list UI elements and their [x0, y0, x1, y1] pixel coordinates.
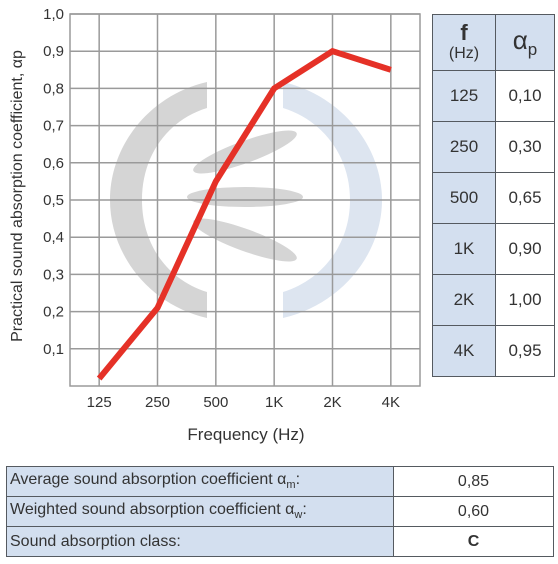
summary-value: C — [393, 526, 554, 557]
y-tick-label: 0,6 — [43, 155, 64, 172]
alpha-cell: 0,10 — [495, 70, 555, 122]
y-tick-label: 0,5 — [43, 192, 64, 209]
y-tick-label: 1,0 — [43, 6, 64, 23]
table-row: 250 0,30 — [432, 121, 555, 173]
table-row: 1K 0,90 — [432, 223, 555, 275]
frequency-cell: 2K — [432, 274, 496, 326]
header-frequency-symbol: f — [460, 19, 468, 45]
watermark-arc-left — [110, 82, 207, 318]
summary-label-subscript: m — [286, 479, 296, 492]
summary-row: Average sound absorption coefficient αm:… — [6, 466, 554, 497]
summary-value: 0,60 — [393, 496, 554, 527]
frequency-cell: 125 — [432, 70, 496, 122]
x-tick-labels: 125 250 500 1K 2K 4K — [87, 394, 400, 411]
summary-table: Average sound absorption coefficient αm:… — [6, 466, 554, 557]
plot-frame — [69, 13, 421, 387]
summary-label: Average sound absorption coefficient αm: — [6, 466, 394, 497]
y-tick-label: 0,2 — [43, 304, 64, 321]
header-alpha-symbol: α — [512, 24, 528, 55]
x-tick-label: 2K — [323, 394, 341, 411]
summary-label-subscript: w — [294, 509, 303, 522]
summary-label: Weighted sound absorption coefficient αw… — [6, 496, 394, 527]
y-tick-label: 0,4 — [43, 229, 64, 246]
y-tick-label: 0,7 — [43, 118, 64, 135]
header-frequency: f (Hz) — [432, 14, 496, 71]
alpha-cell: 1,00 — [495, 274, 555, 326]
alpha-cell: 0,65 — [495, 172, 555, 224]
frequency-cell: 500 — [432, 172, 496, 224]
alpha-cell: 0,95 — [495, 325, 555, 377]
y-tick-label: 0,1 — [43, 341, 64, 358]
x-tick-label: 500 — [203, 394, 228, 411]
table-row: 2K 1,00 — [432, 274, 555, 326]
absorption-line — [96, 47, 392, 381]
watermark-arc-right — [283, 82, 382, 318]
x-tick-label: 4K — [382, 394, 400, 411]
alpha-cell: 0,90 — [495, 223, 555, 275]
frequency-cell: 4K — [432, 325, 496, 377]
alpha-cell: 0,30 — [495, 121, 555, 173]
x-tick-label: 250 — [145, 394, 170, 411]
x-axis-label: Frequency (Hz) — [187, 425, 304, 444]
y-tick-labels: 0,1 0,2 0,3 0,4 0,5 0,6 0,7 0,8 0,9 1,0 — [43, 6, 64, 358]
header-frequency-unit: (Hz) — [448, 44, 480, 62]
table-row: 500 0,65 — [432, 172, 555, 224]
summary-label: Sound absorption class: — [6, 526, 394, 557]
x-tick-label: 1K — [265, 394, 283, 411]
frequency-cell: 250 — [432, 121, 496, 173]
summary-row: Weighted sound absorption coefficient αw… — [6, 496, 554, 527]
x-tick-label: 125 — [87, 394, 112, 411]
table-row: 125 0,10 — [432, 70, 555, 122]
table-row: 4K 0,95 — [432, 325, 555, 377]
header-alpha-subscript: p — [527, 40, 538, 60]
summary-value: 0,85 — [393, 466, 554, 497]
y-axis-label: Practical sound absorption coefficient, … — [9, 50, 26, 342]
table-header-row: f (Hz) αp — [432, 14, 555, 71]
frequency-cell: 1K — [432, 223, 496, 275]
summary-row: Sound absorption class: C — [6, 526, 554, 557]
y-tick-label: 0,9 — [43, 43, 64, 60]
watermark-leaf-bottom — [193, 218, 297, 262]
absorption-chart: 0,1 0,2 0,3 0,4 0,5 0,6 0,7 0,8 0,9 1,0 125 250 500… — [9, 6, 421, 444]
y-tick-label: 0,3 — [43, 266, 64, 283]
y-tick-label: 0,8 — [43, 80, 64, 97]
header-alpha: αp — [495, 14, 555, 71]
chart-grid — [69, 13, 421, 387]
frequency-absorption-table: f (Hz) αp 125 0,10 250 0,30 500 0,65 1K 0,90 2K 1… — [432, 14, 555, 377]
